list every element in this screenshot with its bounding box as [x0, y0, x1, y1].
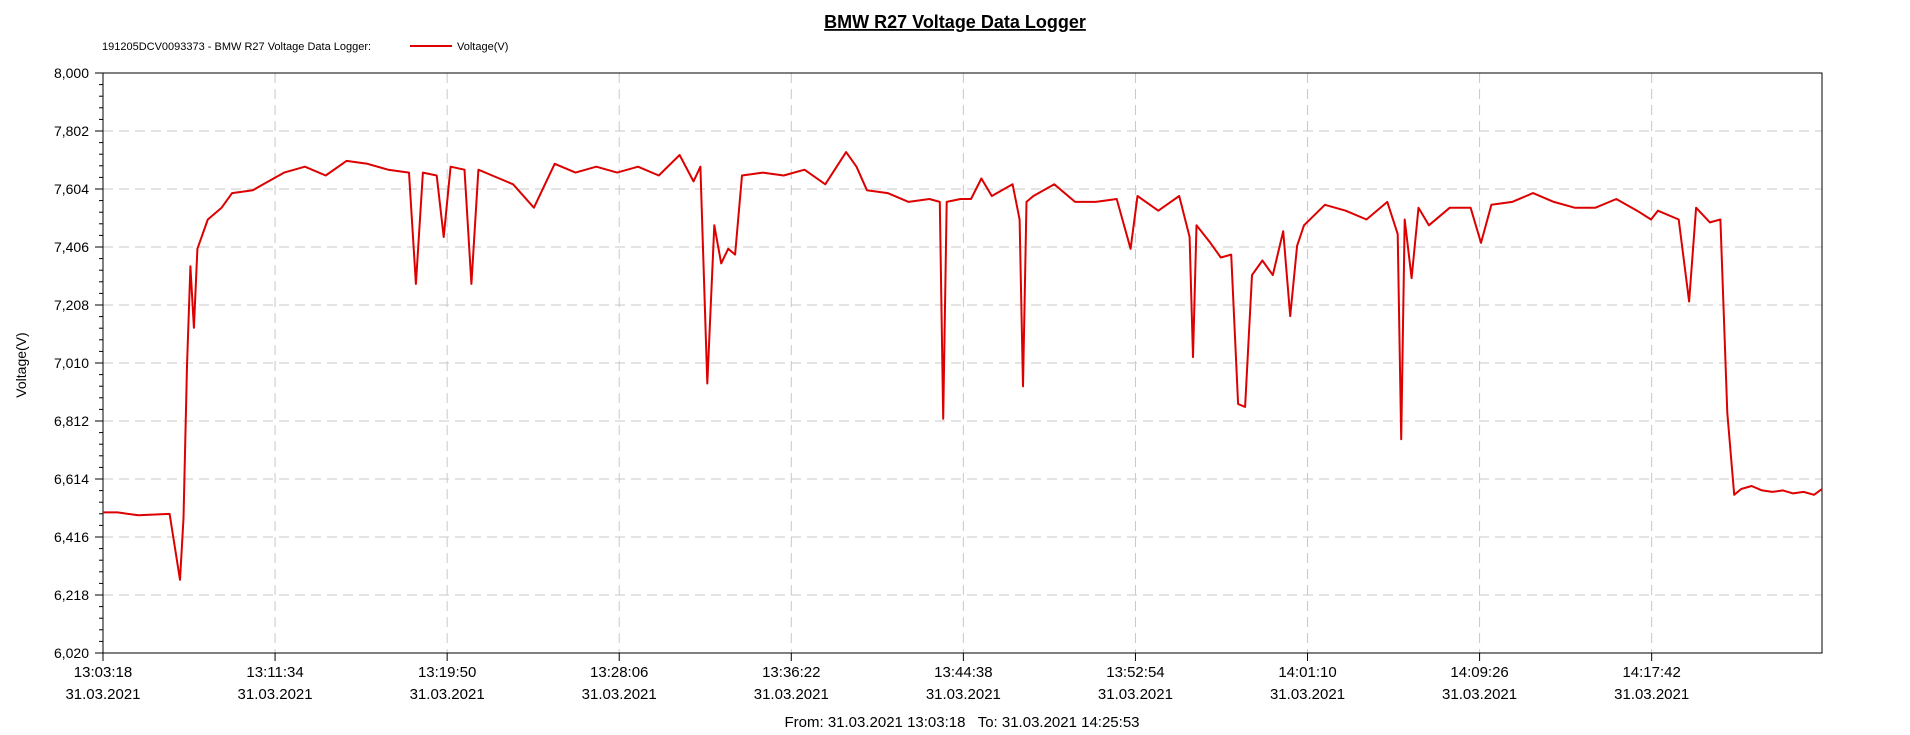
x-tick-time: 13:19:50 — [418, 664, 476, 681]
x-tick-time: 14:17:42 — [1622, 664, 1680, 681]
y-tick-label: 8,000 — [54, 65, 89, 81]
x-axis: 13:03:18 31.03.2021 13:11:34 31.03.2021 13:1… — [65, 653, 1689, 703]
chart-title: BMW R27 Voltage Data Logger — [824, 12, 1086, 32]
x-tick-time: 13:36:22 — [762, 664, 820, 681]
y-tick-label: 7,406 — [54, 239, 89, 255]
x-tick-date: 31.03.2021 — [65, 686, 140, 703]
x-tick-time: 13:03:18 — [74, 664, 132, 681]
x-tick-time: 13:44:38 — [934, 664, 992, 681]
x-tick-time: 13:28:06 — [590, 664, 648, 681]
x-tick-time: 13:11:34 — [246, 664, 303, 681]
y-tick-label: 7,010 — [54, 355, 89, 371]
x-tick-time: 14:01:10 — [1278, 664, 1336, 681]
legend-series-name: Voltage(V) — [457, 41, 508, 53]
y-tick-label: 6,218 — [54, 587, 89, 603]
x-tick-date: 31.03.2021 — [754, 686, 829, 703]
y-tick-label: 6,614 — [54, 471, 89, 487]
y-tick-label: 7,208 — [54, 297, 89, 313]
plot-frame — [102, 72, 1823, 654]
x-tick-date: 31.03.2021 — [1098, 686, 1173, 703]
x-tick-time: 14:09:26 — [1450, 664, 1508, 681]
x-tick-date: 31.03.2021 — [926, 686, 1001, 703]
y-tick-label: 7,604 — [54, 181, 89, 197]
x-tick-date: 31.03.2021 — [1442, 686, 1517, 703]
voltage-series-line — [103, 151, 1823, 581]
x-tick-date: 31.03.2021 — [582, 686, 657, 703]
x-tick-date: 31.03.2021 — [238, 686, 313, 703]
time-range-caption: From: 31.03.2021 13:03:18 To: 31.03.2021… — [785, 714, 1140, 731]
y-tick-label: 6,416 — [54, 529, 89, 545]
y-tick-label: 7,802 — [54, 123, 89, 139]
x-tick-date: 31.03.2021 — [1614, 686, 1689, 703]
legend-prefix: 191205DCV0093373 - BMW R27 Voltage Data … — [102, 41, 371, 53]
y-tick-label: 6,812 — [54, 413, 89, 429]
gridlines — [103, 73, 1822, 653]
x-tick-time: 13:52:54 — [1106, 664, 1164, 681]
x-tick-date: 31.03.2021 — [410, 686, 485, 703]
y-axis: 8,000 7,802 7,604 7,406 7,208 7,010 6,812 6,614… — [54, 65, 103, 661]
y-axis-label: Voltage(V) — [13, 332, 29, 397]
x-tick-date: 31.03.2021 — [1270, 686, 1345, 703]
legend: 191205DCV0093373 - BMW R27 Voltage Data … — [102, 41, 508, 53]
y-tick-label: 6,020 — [54, 645, 89, 661]
